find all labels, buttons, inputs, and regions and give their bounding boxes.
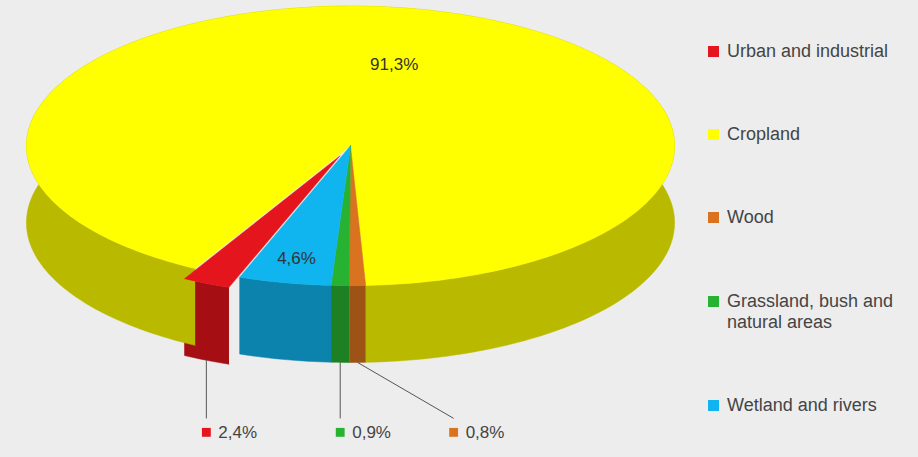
html-text:Wetland and rivers: Wetland and rivers: [727, 394, 877, 415]
svg-text:91,3%: 91,3%: [370, 55, 418, 74]
svg-text:4,6%: 4,6%: [277, 248, 316, 267]
html-text:Urban and industrial: Urban and industrial: [727, 41, 889, 62]
svg-text:2,4%: 2,4%: [218, 423, 257, 442]
svg-text:0,8%: 0,8%: [466, 423, 505, 442]
html-text:Cropland: Cropland: [727, 124, 800, 145]
svg-text:0,9%: 0,9%: [352, 423, 391, 442]
html-text:Grassland, bush and natural ar: Grassland, bush and natural areas: [727, 290, 894, 332]
html-text:Wood: Wood: [727, 207, 774, 228]
